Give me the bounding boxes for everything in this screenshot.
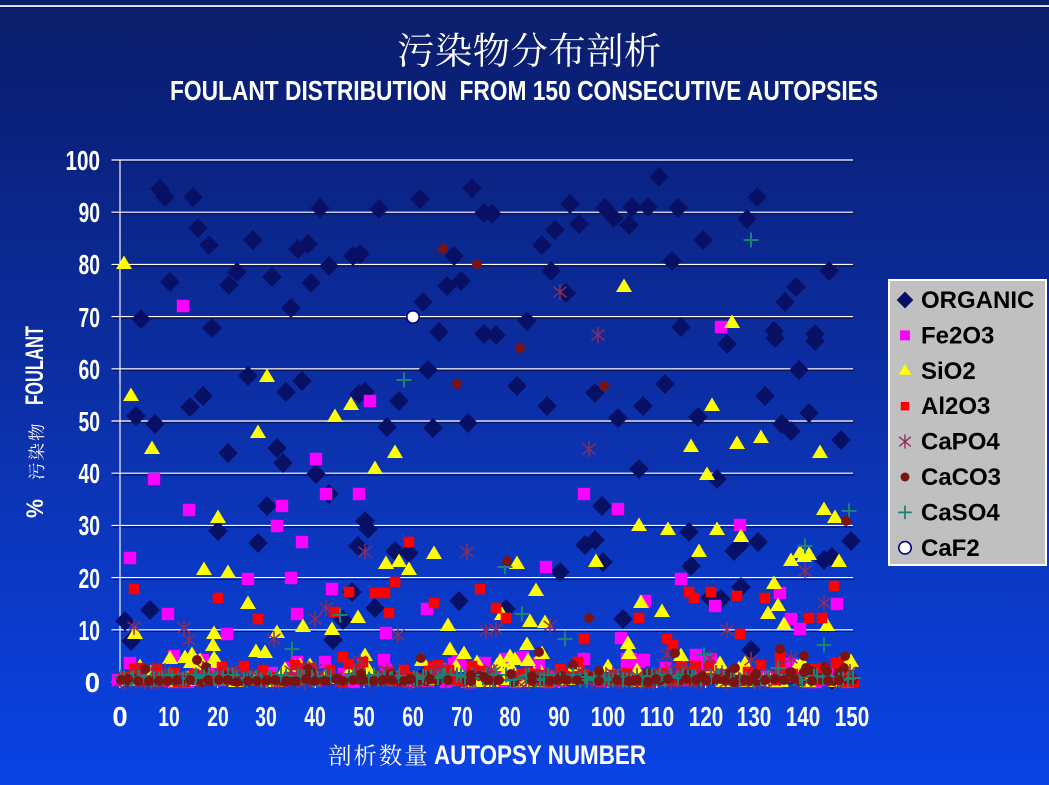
- svg-text:40: 40: [79, 458, 101, 489]
- svg-text:130: 130: [737, 701, 772, 732]
- svg-text:120: 120: [689, 701, 724, 732]
- svg-text:0: 0: [85, 667, 100, 698]
- svg-text:Fe2O3: Fe2O3: [921, 322, 994, 349]
- svg-text:CaF2: CaF2: [921, 535, 980, 562]
- svg-text:60: 60: [402, 701, 424, 732]
- svg-text:0: 0: [112, 701, 127, 732]
- svg-text:50: 50: [353, 701, 375, 732]
- svg-text:20: 20: [207, 701, 229, 732]
- svg-text:40: 40: [304, 701, 326, 732]
- svg-text:90: 90: [79, 197, 101, 228]
- svg-text:Al2O3: Al2O3: [921, 393, 990, 420]
- svg-text:%: %: [22, 499, 49, 518]
- svg-text:20: 20: [79, 563, 101, 594]
- svg-text:10: 10: [79, 615, 101, 646]
- svg-text:100: 100: [66, 145, 101, 176]
- svg-text:ORGANIC: ORGANIC: [921, 287, 1034, 314]
- svg-text:80: 80: [499, 701, 521, 732]
- svg-text:100: 100: [591, 701, 626, 732]
- svg-text:60: 60: [79, 354, 101, 385]
- svg-text:150: 150: [835, 701, 870, 732]
- svg-text:90: 90: [548, 701, 570, 732]
- svg-text:FOULANT: FOULANT: [21, 326, 49, 405]
- svg-text:70: 70: [451, 701, 473, 732]
- svg-text:30: 30: [79, 510, 101, 541]
- svg-text:FOULANT DISTRIBUTION FROM 150: FOULANT DISTRIBUTION FROM 150 CONSECUTIV…: [170, 75, 878, 106]
- svg-text:30: 30: [255, 701, 277, 732]
- svg-text:CaSO4: CaSO4: [921, 499, 1000, 526]
- svg-text:AUTOPSY NUMBER: AUTOPSY NUMBER: [434, 740, 646, 770]
- svg-text:10: 10: [158, 701, 180, 732]
- svg-text:CaPO4: CaPO4: [921, 429, 1000, 456]
- svg-text:110: 110: [640, 701, 675, 732]
- svg-text:80: 80: [79, 249, 101, 280]
- svg-text:CaCO3: CaCO3: [921, 464, 1001, 491]
- svg-text:140: 140: [786, 701, 821, 732]
- svg-text:SiO2: SiO2: [921, 358, 976, 385]
- svg-text:70: 70: [79, 302, 101, 333]
- svg-text:50: 50: [79, 406, 101, 437]
